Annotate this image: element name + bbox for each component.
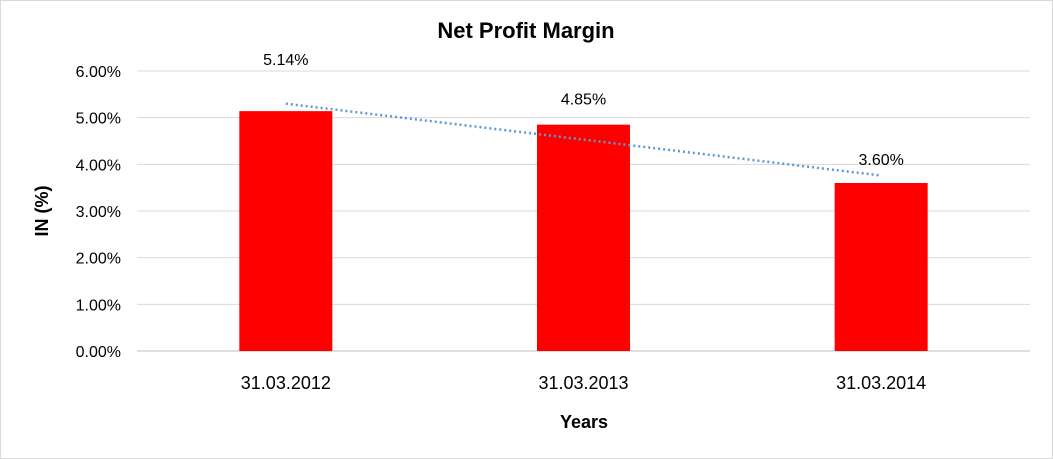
y-tick-labels: 0.00% 1.00% 2.00% 3.00% 4.00% 5.00% 6.00%: [76, 64, 121, 361]
bar: [239, 111, 333, 351]
y-tick-label: 3.00%: [76, 204, 121, 221]
y-tick-label: 0.00%: [76, 344, 121, 361]
bar: [834, 183, 928, 351]
y-tick-label: 4.00%: [76, 157, 121, 174]
y-axis-title: IN (%): [32, 186, 52, 237]
y-tick-label: 2.00%: [76, 251, 121, 268]
y-tick-label: 6.00%: [76, 64, 121, 81]
y-tick-label: 1.00%: [76, 297, 121, 314]
bar: [537, 124, 630, 352]
category-label: 31.03.2013: [538, 373, 628, 393]
data-labels: 5.14% 4.85% 3.60%: [263, 52, 904, 169]
category-label: 31.03.2012: [241, 373, 331, 393]
category-labels: 31.03.2012 31.03.2013 31.03.2014: [241, 373, 926, 393]
data-label: 3.60%: [858, 152, 903, 169]
y-tick-label: 5.00%: [76, 111, 121, 128]
data-label: 5.14%: [263, 52, 308, 69]
bars: [239, 111, 928, 352]
chart-title: Net Profit Margin: [437, 18, 614, 43]
category-label: 31.03.2014: [836, 373, 926, 393]
data-label: 4.85%: [561, 92, 606, 109]
x-axis-title: Years: [560, 412, 608, 432]
